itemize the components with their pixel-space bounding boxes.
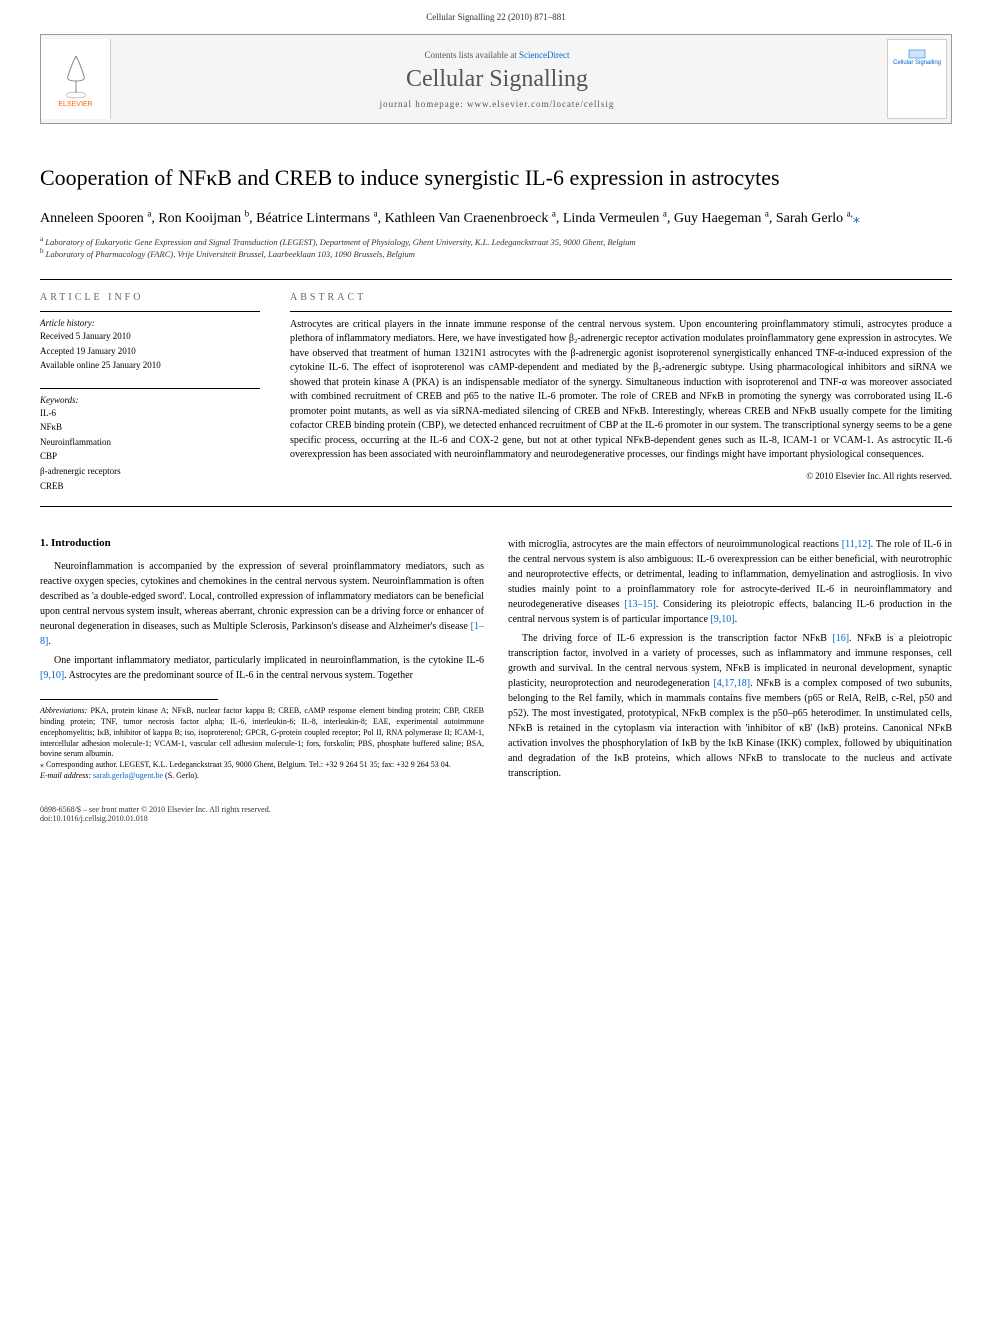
history-label: Article history:: [40, 318, 260, 328]
email-link[interactable]: sarah.gerlo@ugent.be: [93, 771, 163, 780]
abstract-heading: ABSTRACT: [290, 292, 952, 303]
doi-text: doi:10.1016/j.cellsig.2010.01.018: [40, 814, 952, 823]
cover-title: Cellular Signalling: [893, 60, 941, 66]
keyword-item: NFκB: [40, 421, 260, 434]
elsevier-tree-icon: [56, 51, 96, 101]
ref-4-17-18[interactable]: [4,17,18]: [713, 678, 750, 689]
affiliations: a Laboratory of Eukaryotic Gene Expressi…: [40, 235, 952, 259]
abbrev-label: Abbreviations:: [40, 706, 87, 715]
keywords-block: Keywords: IL-6NFκB NeuroinflammationCBP β-…: [40, 388, 260, 493]
abstract-text: Astrocytes are critical players in the i…: [290, 318, 952, 463]
abstract-copyright: © 2010 Elsevier Inc. All rights reserved…: [290, 471, 952, 481]
sciencedirect-link[interactable]: ScienceDirect: [519, 50, 569, 60]
intro-para-3: with microglia, astrocytes are the main …: [508, 537, 952, 627]
body-columns: 1. Introduction Neuroinflammation is acc…: [40, 537, 952, 785]
aff-b-text: Laboratory of Pharmacology (FARC), Vrije…: [46, 249, 415, 259]
elsevier-logo: ELSEVIER: [41, 39, 111, 119]
keyword-item: β-adrenergic receptors: [40, 465, 260, 478]
divider-bottom: [40, 506, 952, 507]
ref-13-15[interactable]: [13–15]: [624, 599, 656, 610]
abbrev-text: PKA, protein kinase A; NFκB, nuclear fac…: [40, 706, 484, 758]
article-title: Cooperation of NFκB and CREB to induce s…: [40, 164, 952, 193]
ref-9-10[interactable]: [9,10]: [40, 670, 64, 681]
authors-text: Anneleen Spooren a, Ron Kooijman b, Béat…: [40, 211, 853, 226]
article-info-column: ARTICLE INFO Article history: Received 5…: [40, 292, 260, 494]
corresponding-author-marker[interactable]: ⁎: [853, 211, 860, 226]
front-matter-line: 0898-6568/$ – see front matter © 2010 El…: [40, 805, 952, 814]
email-suffix: (S. Gerlo).: [163, 771, 199, 780]
affiliation-b: b Laboratory of Pharmacology (FARC), Vri…: [40, 247, 952, 259]
info-divider: [40, 311, 260, 312]
email-label: E-mail address:: [40, 771, 91, 780]
ref-11-12[interactable]: [11,12]: [842, 539, 871, 550]
keyword-item: CREB: [40, 480, 260, 493]
p4-a: The driving force of IL-6 expression is …: [522, 633, 832, 644]
abbreviations-footnote: Abbreviations: PKA, protein kinase A; NF…: [40, 706, 484, 760]
p1-end: .: [48, 636, 51, 647]
contents-prefix: Contents lists available at: [425, 50, 519, 60]
keyword-item: Neuroinflammation: [40, 436, 260, 449]
banner-center: Contents lists available at ScienceDirec…: [111, 42, 883, 117]
keywords-list: IL-6NFκB NeuroinflammationCBP β-adrenergic…: [40, 407, 260, 493]
homepage-line: journal homepage: www.elsevier.com/locat…: [119, 99, 875, 109]
p3-a: with microglia, astrocytes are the main …: [508, 539, 842, 550]
email-footnote: E-mail address: sarah.gerlo@ugent.be (S.…: [40, 771, 484, 782]
elsevier-label: ELSEVIER: [58, 101, 92, 108]
abs-divider: [290, 311, 952, 312]
contents-line: Contents lists available at ScienceDirec…: [119, 50, 875, 60]
journal-cover-thumbnail: Cellular Signalling: [887, 39, 947, 119]
intro-para-4: The driving force of IL-6 expression is …: [508, 631, 952, 781]
p1-text: Neuroinflammation is accompanied by the …: [40, 561, 484, 632]
p2-end: . Astrocytes are the predominant source …: [64, 670, 413, 681]
intro-para-2: One important inflammatory mediator, par…: [40, 653, 484, 683]
body-column-right: with microglia, astrocytes are the main …: [508, 537, 952, 785]
ref-16[interactable]: [16]: [832, 633, 849, 644]
kw-divider: [40, 388, 260, 389]
p3-d: .: [735, 614, 738, 625]
homepage-prefix: journal homepage:: [380, 99, 467, 109]
aff-a-text: Laboratory of Eukaryotic Gene Expression…: [45, 237, 635, 247]
footnote-divider: [40, 699, 218, 700]
homepage-url: www.elsevier.com/locate/cellsig: [467, 99, 614, 109]
keyword-item: IL-6: [40, 407, 260, 420]
article-info-heading: ARTICLE INFO: [40, 292, 260, 303]
corresponding-footnote: ⁎ Corresponding author. LEGEST, K.L. Led…: [40, 760, 484, 771]
divider-top: [40, 279, 952, 280]
section-1-heading: 1. Introduction: [40, 537, 484, 549]
cover-icon: [907, 48, 927, 60]
keywords-label: Keywords:: [40, 395, 260, 405]
ref-9-10b[interactable]: [9,10]: [710, 614, 734, 625]
authors-list: Anneleen Spooren a, Ron Kooijman b, Béat…: [40, 209, 952, 228]
online-date: Available online 25 January 2010: [40, 359, 260, 372]
affiliation-a: a Laboratory of Eukaryotic Gene Expressi…: [40, 235, 952, 247]
corr-text: Corresponding author. LEGEST, K.L. Ledeg…: [44, 760, 451, 769]
p4-c: . NFκB is a complex composed of two subu…: [508, 678, 952, 779]
intro-para-1: Neuroinflammation is accompanied by the …: [40, 559, 484, 649]
body-column-left: 1. Introduction Neuroinflammation is acc…: [40, 537, 484, 785]
doi-block: 0898-6568/$ – see front matter © 2010 El…: [40, 805, 952, 823]
keyword-item: CBP: [40, 450, 260, 463]
journal-banner: ELSEVIER Contents lists available at Sci…: [40, 34, 952, 124]
accepted-date: Accepted 19 January 2010: [40, 345, 260, 358]
p2-text: One important inflammatory mediator, par…: [54, 655, 484, 666]
abstract-column: ABSTRACT Astrocytes are critical players…: [290, 292, 952, 494]
journal-name: Cellular Signalling: [119, 66, 875, 93]
running-header: Cellular Signalling 22 (2010) 871–881: [0, 0, 992, 26]
received-date: Received 5 January 2010: [40, 330, 260, 343]
info-abstract-row: ARTICLE INFO Article history: Received 5…: [40, 292, 952, 494]
